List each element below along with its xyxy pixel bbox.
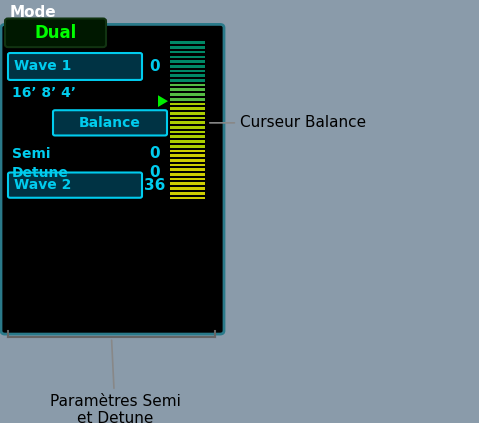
FancyBboxPatch shape bbox=[1, 25, 224, 334]
Bar bbox=[170, 197, 205, 199]
Bar bbox=[170, 112, 205, 115]
Polygon shape bbox=[158, 95, 168, 107]
Bar bbox=[170, 168, 205, 171]
Bar bbox=[170, 187, 205, 190]
Bar bbox=[170, 46, 205, 49]
FancyBboxPatch shape bbox=[8, 173, 142, 198]
Text: 16’ 8’ 4’: 16’ 8’ 4’ bbox=[12, 85, 76, 99]
FancyBboxPatch shape bbox=[53, 110, 167, 135]
Bar bbox=[170, 88, 205, 91]
Bar bbox=[170, 131, 205, 133]
Bar bbox=[170, 84, 205, 86]
Bar bbox=[170, 150, 205, 152]
Bar bbox=[170, 173, 205, 176]
Text: Wave 2: Wave 2 bbox=[14, 178, 71, 192]
Bar bbox=[170, 65, 205, 68]
Text: 0: 0 bbox=[149, 165, 160, 180]
Bar bbox=[170, 135, 205, 138]
Bar bbox=[170, 140, 205, 143]
Text: Mode: Mode bbox=[10, 5, 57, 20]
Bar bbox=[170, 55, 205, 58]
Bar bbox=[170, 51, 205, 53]
Text: 36: 36 bbox=[144, 178, 166, 192]
Bar bbox=[170, 93, 205, 96]
Text: Curseur Balance: Curseur Balance bbox=[210, 115, 366, 130]
Bar bbox=[170, 98, 205, 101]
Bar bbox=[170, 178, 205, 181]
Bar bbox=[170, 79, 205, 82]
FancyBboxPatch shape bbox=[8, 53, 142, 80]
Bar bbox=[170, 164, 205, 166]
Text: Balance: Balance bbox=[79, 116, 141, 130]
Text: Semi: Semi bbox=[12, 147, 50, 161]
Bar bbox=[170, 192, 205, 195]
Text: 0: 0 bbox=[149, 59, 160, 74]
Bar bbox=[170, 145, 205, 148]
Bar bbox=[170, 154, 205, 157]
Bar bbox=[170, 41, 205, 44]
Bar bbox=[170, 74, 205, 77]
Text: 0: 0 bbox=[149, 146, 160, 162]
Text: Detune: Detune bbox=[12, 165, 69, 179]
FancyBboxPatch shape bbox=[5, 19, 106, 47]
Text: Wave 1: Wave 1 bbox=[14, 60, 71, 74]
Bar bbox=[170, 107, 205, 110]
Bar bbox=[170, 126, 205, 129]
Bar bbox=[170, 117, 205, 119]
Bar bbox=[170, 121, 205, 124]
Text: Paramètres Semi
et Detune: Paramètres Semi et Detune bbox=[49, 340, 181, 423]
Bar bbox=[170, 70, 205, 72]
Bar bbox=[170, 60, 205, 63]
Text: Dual: Dual bbox=[35, 24, 77, 42]
Bar bbox=[170, 159, 205, 162]
Bar bbox=[170, 102, 205, 105]
Bar bbox=[170, 182, 205, 185]
